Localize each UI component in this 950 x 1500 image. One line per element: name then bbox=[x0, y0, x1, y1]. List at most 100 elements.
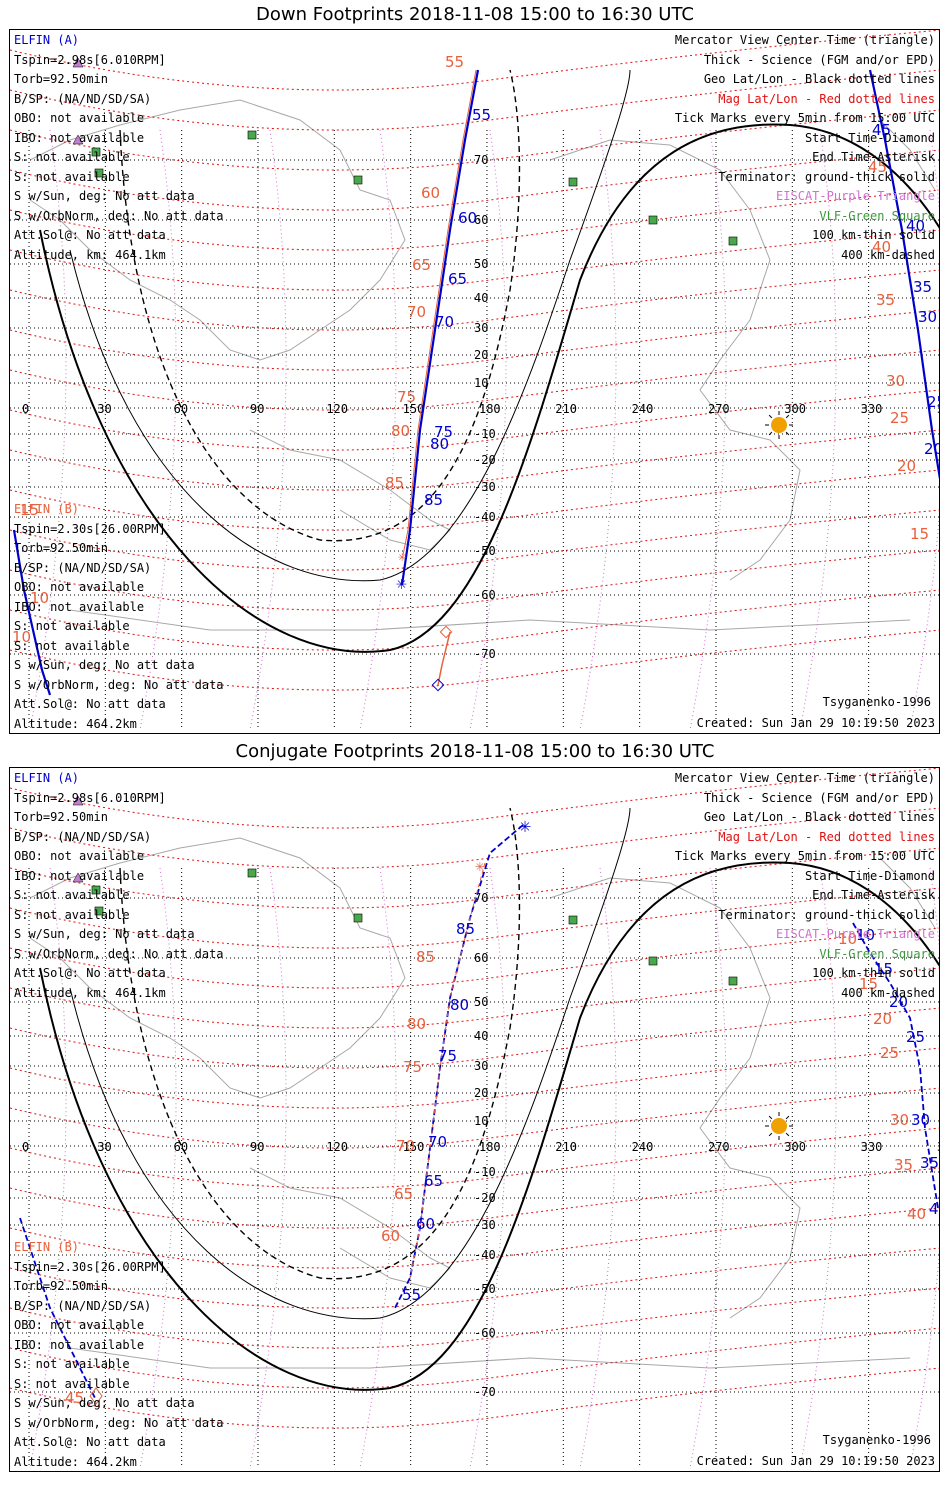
track-b-time-label: 15 bbox=[20, 501, 39, 519]
terminator-400km-line bbox=[119, 69, 521, 542]
longitude-tick-label: 90 bbox=[250, 1140, 264, 1154]
sun-ray bbox=[785, 1132, 790, 1137]
track-b-time-label: 40 bbox=[907, 1205, 926, 1223]
vlf-station-marker bbox=[91, 147, 101, 157]
latitude-tick-label: -40 bbox=[474, 1248, 496, 1262]
track-a-time-label: 25 bbox=[927, 393, 940, 411]
elfin-b-track bbox=[409, 862, 486, 1279]
track-b-time-label: 75 bbox=[403, 1058, 422, 1076]
sun-ray bbox=[785, 1115, 790, 1120]
mag-latitude-line bbox=[10, 389, 939, 451]
mag-latitude-line bbox=[10, 629, 939, 691]
track-a-time-label: 65 bbox=[448, 270, 467, 288]
longitude-tick-label: 330 bbox=[861, 402, 883, 416]
track-b-time-label: 15 bbox=[910, 525, 929, 543]
track-b-time-label: 10 bbox=[12, 628, 31, 646]
track-a-time-label: 20 bbox=[924, 440, 940, 458]
mag-latitude-line bbox=[10, 1167, 939, 1229]
info-line: Tspin=2.30s[26.00RPM] bbox=[14, 1259, 166, 1274]
track-b-time-label: 10 bbox=[30, 589, 49, 607]
latitude-tick-label: 20 bbox=[474, 348, 488, 362]
longitude-tick-label: 180 bbox=[479, 402, 501, 416]
info-line: S: not available bbox=[14, 169, 130, 184]
legend-line: Mag Lat/Lon - Red dotted lines bbox=[718, 91, 935, 106]
coastline bbox=[69, 1347, 911, 1369]
longitude-tick-label: 60 bbox=[174, 1140, 188, 1154]
latitude-tick-label: -30 bbox=[474, 480, 496, 494]
latitude-tick-label: -70 bbox=[474, 647, 496, 661]
info-line: S: not available bbox=[14, 638, 130, 653]
legend-line: Tick Marks every 5min from 15:00 UTC bbox=[674, 849, 935, 863]
track-b-time-label: 30 bbox=[890, 1111, 909, 1129]
latitude-tick-label: 30 bbox=[474, 321, 488, 335]
track-b-time-label: 30 bbox=[886, 372, 905, 390]
info-line: S: not available bbox=[14, 1376, 130, 1391]
track-a-time-label: 65 bbox=[424, 1172, 443, 1190]
mag-latitude-line bbox=[10, 189, 939, 251]
track-a-time-label: 75 bbox=[438, 1047, 457, 1065]
legend-line: Tick Marks every 5min from 15:00 UTC bbox=[674, 111, 935, 125]
info-line: S w/OrbNorm, deg: No att data bbox=[14, 208, 224, 223]
model-label: Tsyganenko-1996 bbox=[822, 1433, 931, 1447]
map-canvas-conjugate: 0 30 60 90 120 150 180 210 240 270 300 330 360 70 60 50… bbox=[10, 768, 939, 1469]
info-line: OBO: not available bbox=[14, 111, 145, 125]
info-line: B/SP: (NA/ND/SD/SA) bbox=[14, 560, 152, 575]
mag-latitude-line bbox=[10, 149, 939, 211]
longitude-tick-label: 270 bbox=[708, 1140, 730, 1154]
mag-latitude-line bbox=[10, 927, 939, 989]
sc-a-name: ELFIN (A) bbox=[14, 771, 80, 785]
info-line: Altitude, km: 464.1km bbox=[14, 985, 166, 1000]
track-a-time-label: 10 bbox=[856, 926, 875, 944]
mag-meridian-line bbox=[249, 867, 287, 1469]
sun-marker bbox=[771, 417, 787, 433]
longitude-tick-label: 0 bbox=[22, 402, 29, 416]
longitude-tick-label: 150 bbox=[403, 1140, 425, 1154]
mag-latitude-line bbox=[10, 30, 939, 91]
track-b-time-label: 35 bbox=[876, 291, 895, 309]
mag-latitude-line bbox=[10, 1247, 939, 1309]
latitude-tick-label: 50 bbox=[474, 257, 488, 271]
elfin-a-track-west bbox=[12, 529, 52, 696]
track-a-time-label: 60 bbox=[416, 1215, 435, 1233]
legend-line: EISCAT-Purple Triangle bbox=[776, 189, 935, 203]
legend-line: VLF-Green Square bbox=[819, 208, 935, 223]
terminator-400km-line bbox=[119, 807, 521, 1280]
mag-latitude-line bbox=[10, 309, 939, 371]
info-line: IBO: not available bbox=[14, 1337, 145, 1352]
longitude-tick-label: 150 bbox=[403, 402, 425, 416]
track-b-time-label: 20 bbox=[897, 457, 916, 475]
longitude-tick-label: 270 bbox=[708, 402, 730, 416]
track-a-time-label: 35 bbox=[913, 278, 932, 296]
terminator-100km-line bbox=[69, 69, 631, 582]
latitude-tick-label: 40 bbox=[474, 291, 488, 305]
start-diamond-b bbox=[89, 1387, 103, 1405]
elfin-a-track-west bbox=[19, 1217, 96, 1399]
info-line: Altitude, km: 464.1km bbox=[14, 247, 166, 262]
coastlines bbox=[29, 837, 936, 1369]
track-a-time-label: 70 bbox=[428, 1133, 447, 1151]
elfin-a-track-east bbox=[868, 69, 939, 480]
mag-latitude-line bbox=[10, 69, 939, 131]
latitude-tick-label: 60 bbox=[474, 213, 488, 227]
sun-ray bbox=[785, 431, 790, 436]
info-line: OBO: not available bbox=[14, 1318, 145, 1332]
mag-latitude-line bbox=[10, 1327, 939, 1389]
track-a-time-label: 15 bbox=[874, 960, 893, 978]
mag-meridian-line bbox=[249, 129, 287, 731]
sun-ray bbox=[768, 1115, 773, 1120]
elfin-a-track bbox=[400, 69, 480, 586]
track-a-time-label: 30 bbox=[911, 1111, 930, 1129]
eiscat-marker bbox=[72, 795, 84, 806]
sc-b-name: ELFIN (B) bbox=[14, 502, 80, 516]
info-line: Torb=92.50min bbox=[14, 541, 108, 555]
start-diamond-b bbox=[439, 625, 453, 639]
track-a-time-label: 85 bbox=[424, 491, 443, 509]
legend-line: End Time-Asterisk bbox=[812, 888, 935, 902]
track-b-time-label: 75 bbox=[397, 388, 416, 406]
track-a-time-label: 75 bbox=[434, 423, 453, 441]
info-line: Tspin=2.98s[6.010RPM] bbox=[14, 52, 166, 67]
legend-line: Mercator View Center Time (triangle) bbox=[674, 771, 935, 785]
legend-line: 400 km-dashed bbox=[841, 247, 935, 262]
info-line: B/SP: (NA/ND/SD/SA) bbox=[14, 1298, 152, 1313]
legend-line: VLF-Green Square bbox=[819, 946, 935, 961]
